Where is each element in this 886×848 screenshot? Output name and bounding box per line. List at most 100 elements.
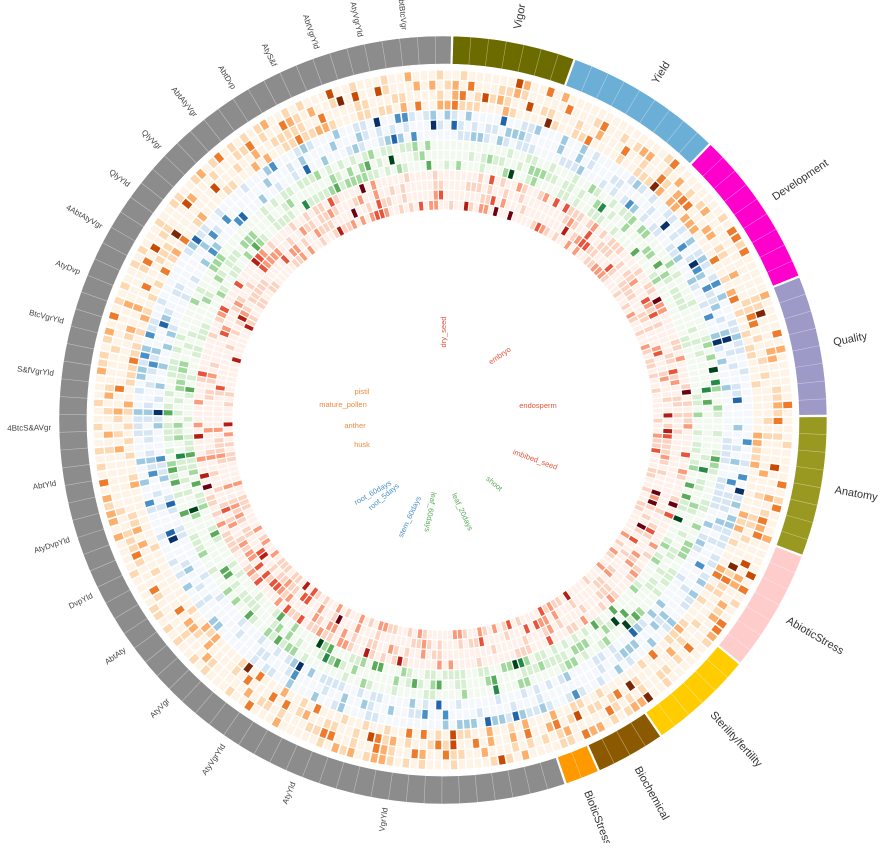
- heat-cell[interactable]: [431, 670, 436, 679]
- heat-cell[interactable]: [166, 378, 175, 384]
- heat-cell[interactable]: [225, 447, 234, 452]
- heat-cell[interactable]: [553, 719, 562, 729]
- heat-cell[interactable]: [537, 116, 545, 126]
- heat-cell[interactable]: [404, 748, 411, 757]
- heat-cell[interactable]: [211, 357, 221, 363]
- heat-cell[interactable]: [505, 200, 511, 210]
- heat-cell[interactable]: [149, 477, 159, 484]
- heat-cell[interactable]: [158, 469, 168, 476]
- heat-cell[interactable]: [652, 393, 661, 398]
- heat-cell[interactable]: [308, 734, 317, 744]
- heat-cell[interactable]: [306, 701, 315, 711]
- heat-cell[interactable]: [135, 328, 145, 336]
- heat-cell[interactable]: [465, 729, 471, 738]
- heat-cell[interactable]: [354, 697, 362, 707]
- heat-cell[interactable]: [486, 727, 493, 737]
- heat-cell[interactable]: [355, 719, 363, 729]
- heat-cell[interactable]: [126, 293, 136, 302]
- heat-cell[interactable]: [385, 654, 391, 664]
- heat-cell[interactable]: [204, 412, 213, 416]
- heat-cell[interactable]: [384, 136, 391, 146]
- heat-cell[interactable]: [410, 648, 415, 657]
- heat-cell[interactable]: [408, 709, 414, 718]
- heat-cell[interactable]: [404, 173, 410, 182]
- heat-cell[interactable]: [495, 735, 502, 745]
- heat-cell[interactable]: [587, 704, 596, 715]
- heat-cell[interactable]: [186, 452, 195, 458]
- heat-cell[interactable]: [419, 202, 424, 211]
- heat-cell[interactable]: [493, 115, 500, 125]
- heat-cell[interactable]: [428, 181, 433, 190]
- heat-cell[interactable]: [158, 363, 168, 370]
- heat-cell[interactable]: [106, 510, 116, 518]
- heat-cell[interactable]: [581, 729, 590, 740]
- heat-cell[interactable]: [540, 149, 548, 159]
- heat-cell[interactable]: [738, 511, 748, 519]
- heat-cell[interactable]: [212, 351, 222, 358]
- heat-cell[interactable]: [508, 692, 515, 702]
- heat-cell[interactable]: [536, 94, 544, 104]
- heat-cell[interactable]: [678, 469, 688, 475]
- heat-cell[interactable]: [744, 490, 754, 498]
- heat-cell[interactable]: [432, 151, 437, 160]
- heat-cell[interactable]: [576, 98, 585, 109]
- heat-cell[interactable]: [530, 675, 538, 685]
- heat-cell[interactable]: [407, 193, 412, 202]
- heat-cell[interactable]: [582, 123, 591, 133]
- heat-cell[interactable]: [392, 625, 398, 634]
- heat-cell[interactable]: [387, 706, 394, 716]
- heat-cell[interactable]: [771, 504, 781, 512]
- heat-cell[interactable]: [493, 156, 499, 166]
- heat-cell[interactable]: [386, 105, 393, 115]
- heat-cell[interactable]: [383, 664, 389, 674]
- heat-cell[interactable]: [723, 492, 733, 499]
- heat-cell[interactable]: [348, 716, 356, 726]
- heat-cell[interactable]: [156, 376, 165, 382]
- heat-cell[interactable]: [365, 711, 372, 721]
- heat-cell[interactable]: [559, 695, 568, 705]
- heat-cell[interactable]: [345, 726, 353, 736]
- heat-cell[interactable]: [187, 331, 197, 338]
- heat-cell[interactable]: [750, 295, 760, 304]
- heat-cell[interactable]: [485, 676, 491, 685]
- heat-cell[interactable]: [95, 448, 104, 455]
- heat-cell[interactable]: [116, 507, 126, 515]
- heat-cell[interactable]: [733, 494, 743, 502]
- heat-cell[interactable]: [753, 411, 762, 417]
- heat-cell[interactable]: [737, 316, 747, 324]
- heat-cell[interactable]: [204, 439, 213, 444]
- heat-cell[interactable]: [332, 129, 340, 139]
- heat-cell[interactable]: [105, 447, 114, 454]
- heat-cell[interactable]: [649, 373, 658, 379]
- heat-cell[interactable]: [374, 148, 381, 158]
- heat-cell[interactable]: [126, 267, 137, 276]
- heat-cell[interactable]: [362, 130, 369, 140]
- heat-cell[interactable]: [496, 643, 502, 653]
- heat-cell[interactable]: [136, 373, 145, 380]
- heat-cell[interactable]: [135, 297, 145, 306]
- heat-cell[interactable]: [378, 755, 386, 765]
- heat-cell[interactable]: [672, 391, 681, 396]
- heat-cell[interactable]: [756, 309, 766, 318]
- heat-cell[interactable]: [502, 106, 509, 116]
- heat-cell[interactable]: [444, 191, 448, 200]
- heat-cell[interactable]: [519, 100, 527, 110]
- heat-cell[interactable]: [654, 414, 663, 418]
- heat-cell[interactable]: [419, 670, 424, 679]
- heat-cell[interactable]: [398, 83, 405, 92]
- heat-cell[interactable]: [492, 716, 499, 726]
- heat-cell[interactable]: [448, 640, 452, 649]
- heat-cell[interactable]: [538, 137, 546, 147]
- heat-cell[interactable]: [226, 452, 235, 457]
- heat-cell[interactable]: [165, 384, 174, 390]
- heat-cell[interactable]: [777, 353, 787, 361]
- heat-cell[interactable]: [663, 429, 672, 433]
- heat-cell[interactable]: [432, 141, 437, 150]
- heat-cell[interactable]: [374, 86, 382, 96]
- heat-cell[interactable]: [215, 391, 224, 396]
- heat-cell[interactable]: [379, 168, 386, 178]
- heat-cell[interactable]: [130, 259, 141, 269]
- heat-cell[interactable]: [438, 131, 443, 140]
- heat-cell[interactable]: [155, 449, 164, 455]
- heat-cell[interactable]: [708, 468, 718, 475]
